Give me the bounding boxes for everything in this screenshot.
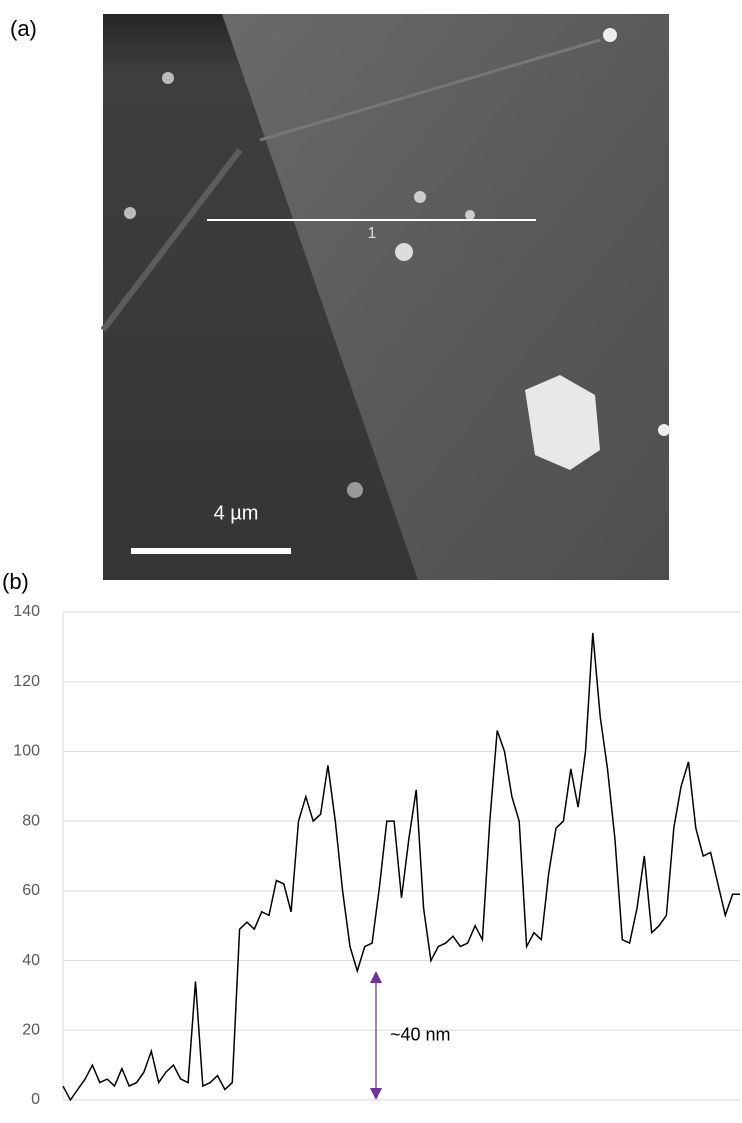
- afm-image: [103, 14, 670, 580]
- annotation: ~40 nm: [390, 1024, 451, 1044]
- y-tick-label: 140: [13, 603, 40, 620]
- figure: (a) 1 4 µm (b) 0 20 40 60 80 100 120 140 ~40 nm: [0, 0, 742, 1118]
- y-tick-label: 60: [22, 882, 40, 899]
- panel-label: (a): [10, 16, 37, 41]
- line-label: 1: [368, 225, 377, 242]
- panel-label: (b): [2, 569, 29, 594]
- chart: 0 20 40 60 80 100 120 140 ~40 nm: [13, 603, 740, 1108]
- y-tick-label: 80: [22, 812, 40, 829]
- y-tick-label: 20: [22, 1022, 40, 1039]
- y-tick-label: 100: [13, 743, 40, 760]
- arrow-head: [370, 971, 382, 983]
- scale-bar-label: 4 µm: [214, 502, 259, 524]
- y-tick-label: 40: [22, 952, 40, 969]
- y-tick-label: 0: [31, 1091, 40, 1108]
- y-tick-label: 120: [13, 673, 40, 690]
- arrow-head: [370, 1088, 382, 1100]
